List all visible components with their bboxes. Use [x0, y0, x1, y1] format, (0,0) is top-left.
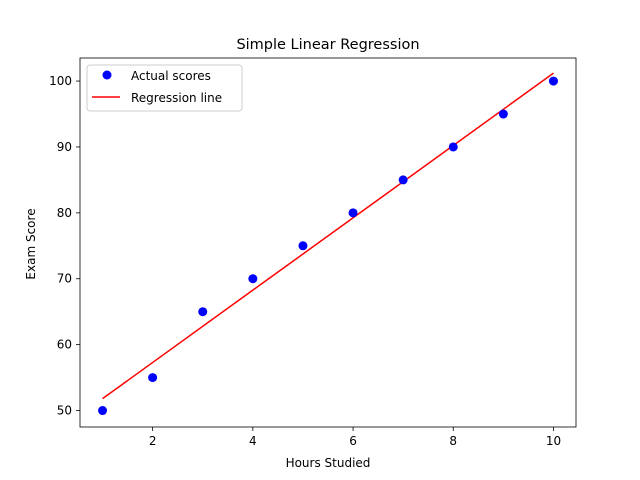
x-tick-label: 6	[349, 434, 357, 448]
axes-frame	[79, 57, 577, 428]
data-point	[548, 76, 558, 86]
x-tick-label: 2	[149, 434, 157, 448]
data-point	[448, 142, 458, 152]
x-tick-label: 8	[449, 434, 457, 448]
y-axis-label: Exam Score	[24, 208, 38, 279]
data-point	[398, 175, 408, 185]
data-point	[98, 406, 108, 416]
data-point	[148, 373, 158, 383]
y-tick-label: 80	[57, 206, 72, 220]
x-tick-label: 4	[249, 434, 257, 448]
y-tick-label: 90	[57, 140, 72, 154]
data-point	[248, 274, 258, 284]
chart-title: Simple Linear Regression	[236, 37, 419, 53]
data-point	[298, 241, 308, 251]
plot-area	[98, 72, 558, 416]
data-point	[498, 109, 508, 119]
y-tick-label: 100	[49, 74, 72, 88]
x-axis-ticks: 2 4 6 8 10	[149, 427, 561, 448]
y-axis-ticks: 50 60 70 80 90 100	[49, 74, 80, 418]
legend-label-actual-scores: Actual scores	[131, 69, 211, 83]
x-axis-label: Hours Studied	[286, 456, 371, 470]
legend: Actual scores Regression line	[86, 64, 243, 112]
x-tick-label: 10	[546, 434, 561, 448]
data-point	[348, 208, 358, 218]
legend-marker-scatter	[102, 70, 112, 80]
regression-line	[102, 72, 554, 400]
y-tick-label: 50	[57, 404, 72, 418]
y-tick-label: 70	[57, 272, 72, 286]
data-point	[198, 307, 208, 317]
y-tick-label: 60	[57, 338, 72, 352]
legend-box	[86, 64, 243, 112]
legend-label-regression-line: Regression line	[131, 91, 222, 105]
